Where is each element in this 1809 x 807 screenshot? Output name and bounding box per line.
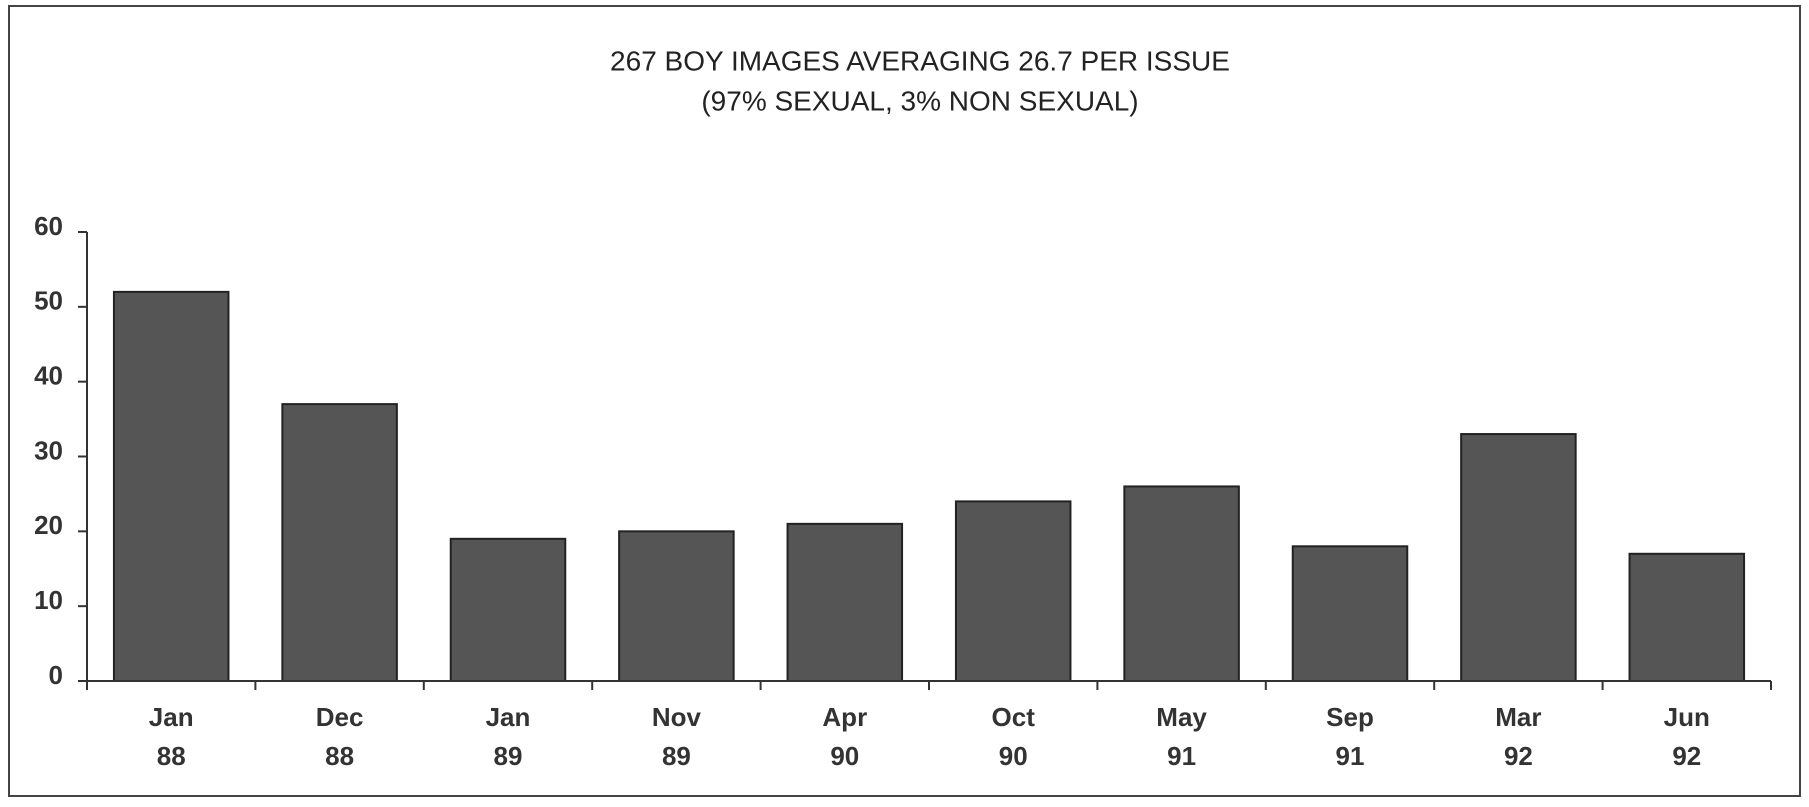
y-tick-label: 30 bbox=[34, 435, 63, 465]
bar bbox=[281, 403, 398, 682]
y-tick-label: 60 bbox=[34, 211, 63, 241]
x-tick-label: Jan bbox=[486, 702, 531, 732]
x-tick-label: Apr bbox=[822, 702, 867, 732]
y-tick-label: 20 bbox=[34, 510, 63, 540]
x-tick-label: Nov bbox=[652, 702, 702, 732]
bar bbox=[786, 522, 904, 682]
x-tick-label: Oct bbox=[992, 702, 1036, 732]
y-tick-label: 0 bbox=[49, 660, 63, 690]
y-tick-label: 50 bbox=[34, 286, 63, 316]
x-tick-label: 92 bbox=[1504, 741, 1533, 771]
x-tick-label: 92 bbox=[1672, 741, 1701, 771]
x-tick-label: 89 bbox=[494, 741, 523, 771]
bar bbox=[1123, 485, 1240, 682]
x-tick-label: Mar bbox=[1495, 702, 1541, 732]
bar bbox=[112, 290, 230, 682]
x-tick-label: 89 bbox=[662, 741, 691, 771]
y-tick-label: 40 bbox=[34, 361, 63, 391]
x-tick-label: Jun bbox=[1664, 702, 1710, 732]
y-tick-label: 10 bbox=[34, 585, 63, 615]
x-tick-label: 88 bbox=[325, 741, 354, 771]
bar bbox=[1628, 552, 1746, 682]
x-tick-label: 90 bbox=[830, 741, 859, 771]
chart-subtitle: (97% SEXUAL, 3% NON SEXUAL) bbox=[701, 85, 1138, 116]
x-tick-label: May bbox=[1156, 702, 1207, 732]
chart-title: 267 BOY IMAGES AVERAGING 26.7 PER ISSUE bbox=[610, 45, 1230, 76]
bar bbox=[449, 537, 567, 682]
x-tick-label: 91 bbox=[1336, 741, 1365, 771]
x-tick-label: 90 bbox=[999, 741, 1028, 771]
bar bbox=[1291, 545, 1409, 682]
x-tick-label: Dec bbox=[316, 702, 364, 732]
bar bbox=[618, 530, 735, 682]
bar bbox=[954, 500, 1072, 682]
x-tick-label: 91 bbox=[1167, 741, 1196, 771]
x-tick-label: 88 bbox=[157, 741, 186, 771]
bar bbox=[1460, 433, 1577, 682]
x-tick-label: Sep bbox=[1326, 702, 1374, 732]
x-tick-label: Jan bbox=[149, 702, 194, 732]
